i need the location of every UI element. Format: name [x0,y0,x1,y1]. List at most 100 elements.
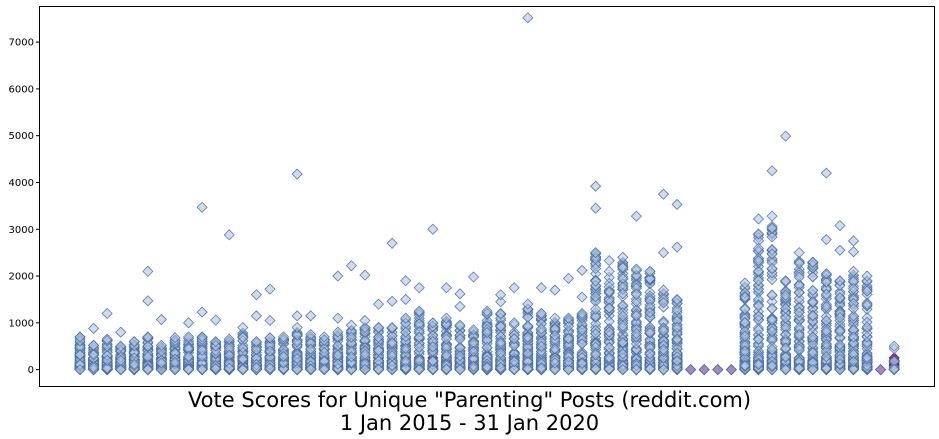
data-point-marker [359,363,371,375]
data-point-marker [372,345,385,357]
data-point-marker [522,347,534,359]
data-point-marker [413,341,425,354]
data-point-marker [657,284,670,296]
outlier-point-marker [88,322,100,335]
data-point-marker [169,332,181,344]
outlier-point-marker [359,269,371,281]
data-point-marker [562,363,575,376]
data-point-marker [875,364,887,376]
data-point-marker [508,317,520,329]
data-point-marker [820,288,832,300]
data-point-marker [834,275,846,287]
data-point-marker [386,337,398,349]
data-point-marker [861,298,873,311]
data-point-marker [223,362,235,374]
data-point-marker [861,321,873,333]
data-point-marker [345,357,357,369]
data-point-marker [101,354,113,366]
data-point-marker [847,363,860,375]
data-point-marker [752,274,765,287]
data-point-marker [562,312,575,324]
data-point-marker [590,291,602,303]
outlier-point-marker [522,12,534,24]
data-point-marker [644,306,656,319]
data-point-marker [603,265,615,277]
data-point-marker [237,342,249,354]
data-point-marker [427,317,439,329]
data-point-marker [522,331,534,343]
data-point-marker [277,363,290,375]
data-point-marker [888,363,900,375]
outlier-point-marker [847,235,860,247]
data-point-marker [820,325,832,337]
data-point-marker [115,364,127,376]
data-point-marker [549,363,561,376]
data-point-marker [305,328,317,341]
outlier-point-marker [386,295,398,307]
data-point-marker [264,332,276,344]
data-point-marker [766,314,778,326]
data-point-marker [752,333,765,346]
data-point-marker [657,297,670,309]
outlier-point-marker [413,282,425,294]
data-point-marker [780,312,792,324]
outlier-point-marker [291,168,303,180]
data-point-marker [386,321,398,334]
data-point-marker [861,337,873,349]
data-point-marker [807,271,819,283]
data-point-marker [291,329,303,341]
outlier-point-marker [291,310,303,322]
data-point-marker [535,362,547,374]
data-point-marker [861,285,873,297]
data-point-marker [590,303,602,315]
data-point-marker [603,326,615,338]
outlier-point-marker [454,300,466,313]
data-point-marker [752,228,765,240]
data-point-marker [793,329,805,341]
outlier-point-marker [780,130,792,142]
data-point-marker [807,256,819,268]
data-point-marker [603,351,615,364]
outlier-point-marker [400,293,412,306]
data-point-marker [576,357,588,370]
outlier-point-marker [495,296,507,308]
data-point-marker [196,344,208,356]
outlier-point-marker [603,255,615,267]
data-point-marker [793,287,805,299]
data-point-marker [739,330,751,342]
data-point-marker [752,300,765,312]
data-point-marker [698,364,710,376]
data-point-marker [454,319,466,331]
data-point-marker [101,333,113,345]
outlier-point-marker [101,307,113,320]
data-point-marker [807,310,819,322]
data-point-marker [793,343,805,355]
data-point-marker [88,349,100,361]
data-point-marker [766,248,778,260]
data-point-marker [617,251,629,263]
outlier-point-marker [671,241,683,253]
data-point-marker [793,362,805,374]
data-point-marker [766,273,778,286]
data-point-marker [739,303,751,315]
data-point-marker [739,277,751,289]
outlier-point-marker [440,282,452,294]
data-point-marker [250,335,262,348]
data-point-marker [820,268,832,280]
data-point-marker [454,333,466,345]
outlier-point-marker [590,180,602,192]
outlier-point-marker [142,295,154,307]
y-tick-label: 0 [28,365,34,376]
data-point-marker [522,362,534,375]
data-point-marker [603,286,615,298]
data-point-marker [644,348,656,360]
data-point-marker [657,324,670,337]
data-point-marker [372,321,385,334]
outlier-point-marker [332,312,344,324]
data-point-marker [562,356,575,368]
outlier-point-marker [495,289,507,301]
data-point-marker [535,340,547,352]
data-point-marker [508,340,520,352]
data-point-marker [725,364,737,376]
outlier-point-marker [834,244,846,256]
